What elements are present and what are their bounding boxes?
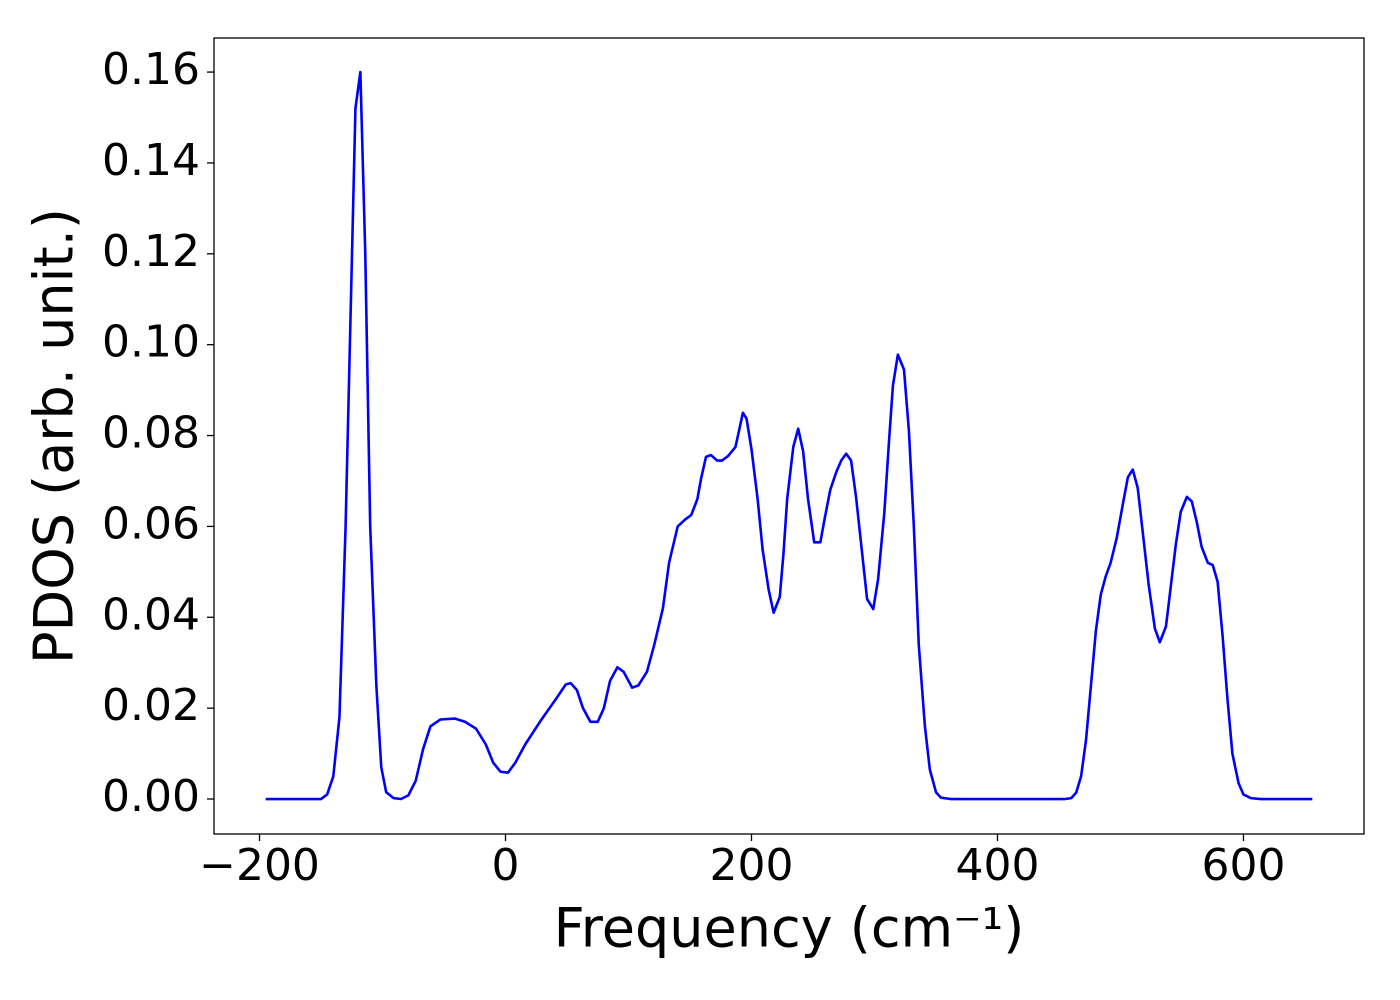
x-tick-label: 600 xyxy=(1201,840,1285,891)
y-tick-label: 0.14 xyxy=(102,135,200,186)
x-tick-label: 0 xyxy=(491,840,519,891)
x-axis-label: Frequency (cm⁻¹) xyxy=(554,897,1025,960)
y-tick-label: 0.04 xyxy=(102,589,200,640)
plot-frame xyxy=(213,37,1365,835)
y-tick-label: 0.08 xyxy=(102,408,200,459)
y-tick-label: 0.12 xyxy=(102,226,200,277)
y-tick-label: 0.06 xyxy=(102,498,200,549)
y-tick-label: 0.10 xyxy=(102,317,200,368)
data-line xyxy=(265,70,1313,801)
x-tick-label: 400 xyxy=(955,840,1039,891)
y-axis-label: PDOS (arb. unit.) xyxy=(23,208,86,664)
y-tick-label: 0.02 xyxy=(102,680,200,731)
y-tick-label: 0.00 xyxy=(102,771,200,822)
x-tick-label: 200 xyxy=(709,840,793,891)
y-tick-label: 0.16 xyxy=(102,44,200,95)
x-tick-label: −200 xyxy=(199,840,320,891)
